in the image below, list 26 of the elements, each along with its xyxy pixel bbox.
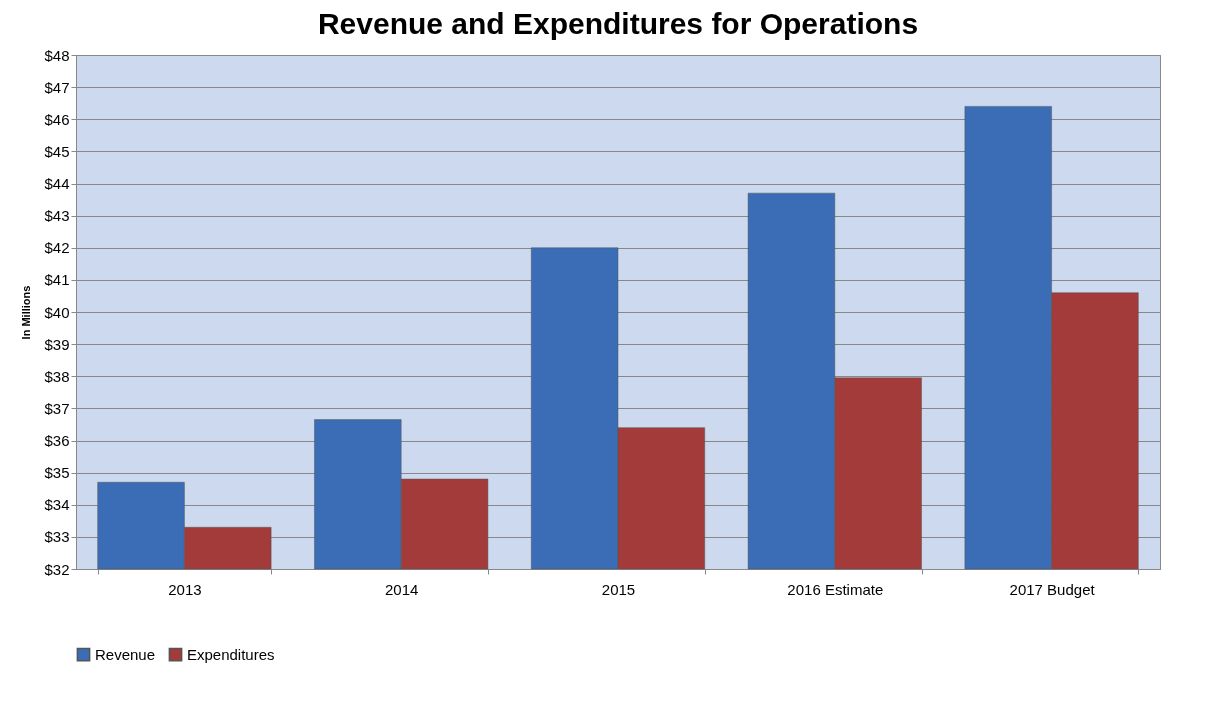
legend-label: Revenue — [95, 645, 156, 663]
y-tick-label: $33 — [44, 528, 70, 546]
y-tick-label: $44 — [44, 175, 70, 192]
y-tick-label: $37 — [44, 399, 70, 417]
y-tick-label: $32 — [44, 560, 70, 578]
y-tick-label: $41 — [44, 271, 70, 289]
y-tick-label: $47 — [44, 78, 70, 96]
y-tick-label: $36 — [44, 432, 70, 449]
y-tick-label: $48 — [44, 46, 70, 64]
legend-label: Expenditures — [187, 645, 275, 663]
x-tick-label: 2013 — [168, 580, 202, 598]
y-tick-label: $46 — [44, 110, 70, 128]
x-tick-label: 2017 Budget — [1009, 580, 1096, 598]
y-tick-label: $43 — [44, 207, 70, 225]
y-axis-title: In Millions — [20, 285, 33, 340]
x-tick-label: 2015 — [601, 580, 636, 598]
y-tick-label: $42 — [44, 239, 70, 257]
y-tick-label: $38 — [44, 367, 70, 385]
y-tick-label: $35 — [44, 464, 70, 482]
x-tick-label: 2014 — [385, 580, 419, 598]
x-tick-label: 2016 Estimate — [787, 580, 884, 598]
chart-title: Revenue and Expenditures for Operations — [317, 7, 919, 40]
y-tick-label: $45 — [44, 142, 70, 160]
y-tick-label: $34 — [44, 496, 70, 514]
y-tick-label: $39 — [44, 335, 70, 353]
y-tick-label: $40 — [44, 303, 70, 321]
